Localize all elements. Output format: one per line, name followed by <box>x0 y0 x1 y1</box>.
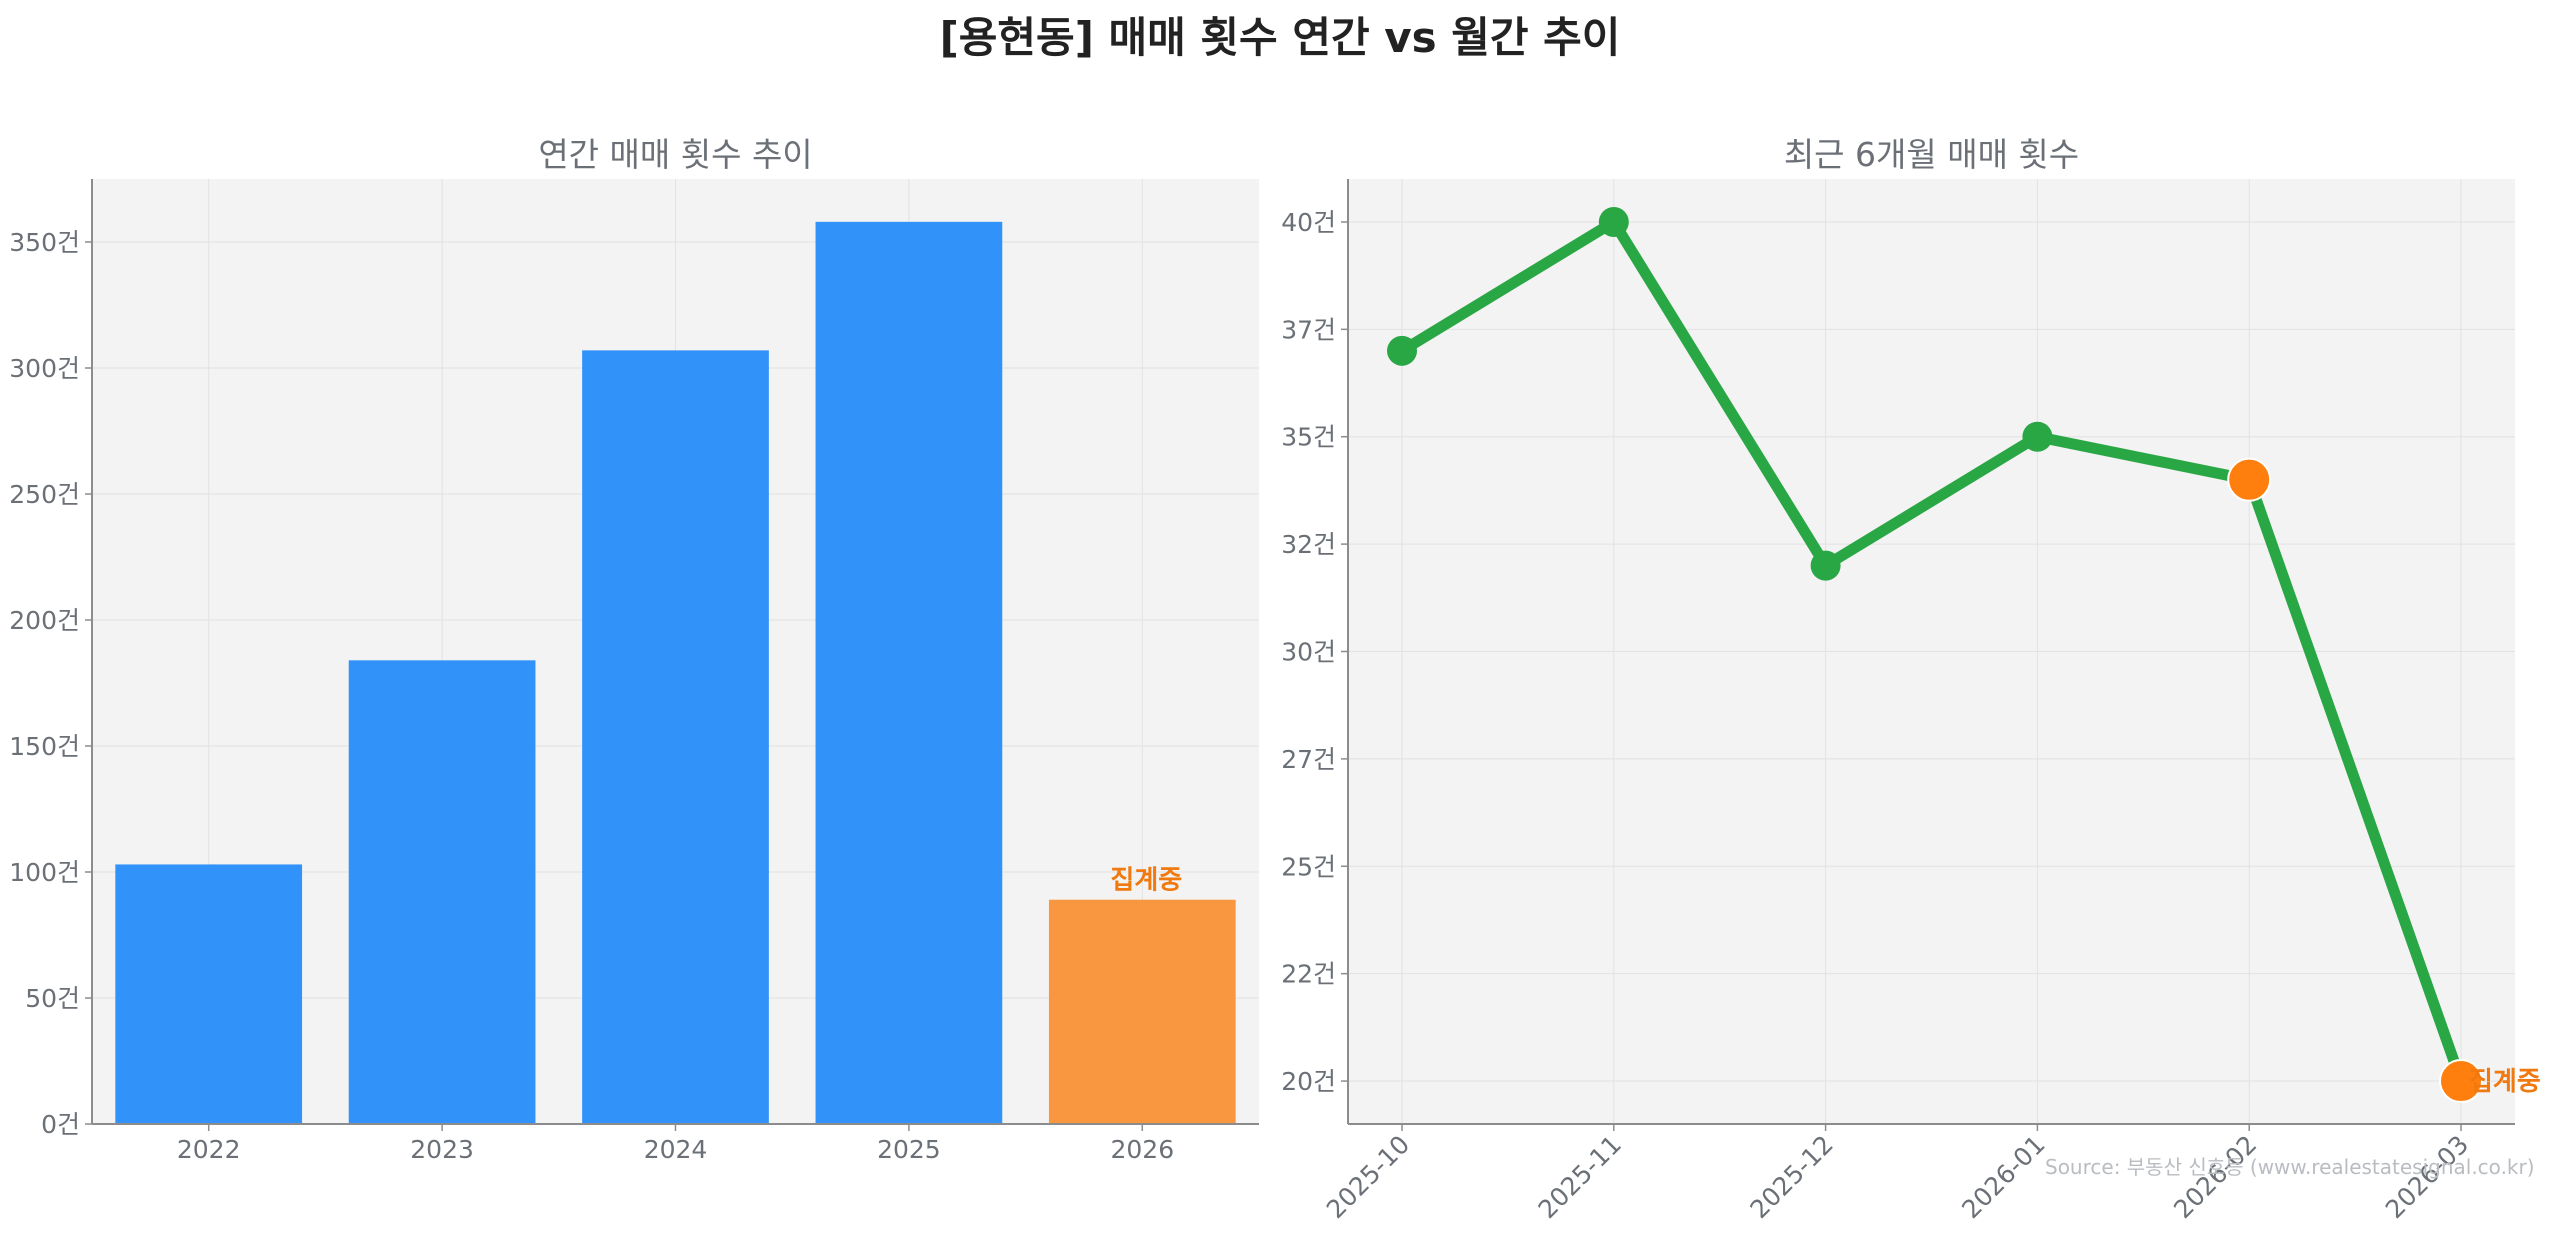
line-ytick-label: 20건 <box>1281 1067 1336 1096</box>
bar-xtick-label: 2025 <box>877 1135 941 1164</box>
line-partial-annotation: 집계중 <box>2469 1067 2541 1097</box>
line-xtick-label: 2025-10 <box>1321 1130 1415 1224</box>
bar-2022 <box>115 864 303 1124</box>
bar-ytick-label: 250건 <box>9 480 80 509</box>
bar-ytick-label: 350건 <box>9 228 80 257</box>
line-point-2025-10 <box>1387 335 1417 366</box>
bar-xtick-label: 2023 <box>410 1135 474 1164</box>
bar-2026 <box>1048 899 1236 1124</box>
line-ytick-label: 27건 <box>1281 745 1336 774</box>
line-xtick-label: 2026-01 <box>1956 1130 2050 1224</box>
line-point-2026-03 <box>2439 1059 2483 1104</box>
line-ytick-label: 40건 <box>1281 208 1336 237</box>
bar-ytick-label: 50건 <box>25 984 80 1013</box>
line-ytick-label: 30건 <box>1281 638 1336 667</box>
bar-ytick-label: 300건 <box>9 354 80 383</box>
bar-ytick-label: 200건 <box>9 606 80 635</box>
line-chart-title: 최근 6개월 매매 횟수 <box>1784 135 2079 174</box>
line-point-2026-01 <box>2022 421 2053 452</box>
line-ytick-label: 32건 <box>1281 530 1336 559</box>
line-point-2026-02 <box>2227 457 2272 502</box>
line-ytick-label: 22건 <box>1281 960 1336 989</box>
bar-2025 <box>815 221 1003 1125</box>
bar-2024 <box>582 350 769 1124</box>
line-xtick-label: 2025-12 <box>1744 1130 1838 1224</box>
bar-ytick-label: 0건 <box>41 1110 80 1139</box>
bar-ytick-label: 150건 <box>9 732 80 761</box>
figure-title: [용현동] 매매 횟수 연간 vs 월간 추이 <box>939 13 1621 62</box>
line-point-2025-11 <box>1598 206 1629 237</box>
line-ytick-label: 35건 <box>1281 423 1336 452</box>
bar-2023 <box>348 660 536 1124</box>
line-ytick-label: 25건 <box>1281 852 1336 881</box>
line-ytick-label: 37건 <box>1281 315 1336 344</box>
bar-xtick-label: 2022 <box>177 1135 241 1164</box>
bar-chart-title: 연간 매매 횟수 추이 <box>538 135 812 174</box>
source-note: Source: 부동산 신호등 (www.realestatesignal.co… <box>2045 1155 2535 1179</box>
bar-xtick-label: 2026 <box>1110 1135 1174 1164</box>
bar-xtick-label: 2024 <box>644 1135 708 1164</box>
line-xtick-label: 2025-11 <box>1533 1130 1627 1224</box>
bar-ytick-label: 100건 <box>9 858 80 887</box>
bar-partial-annotation: 집계중 <box>1110 866 1182 896</box>
line-series-path <box>1396 216 2467 1087</box>
line-point-2025-12 <box>1810 550 1841 581</box>
